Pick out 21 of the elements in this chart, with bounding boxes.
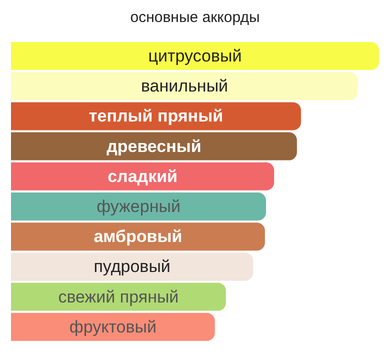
y-tick-label: ванильный [140,76,228,96]
y-tick-label: фруктовый [69,317,157,336]
bar [11,72,358,100]
y-tick-label: сладкий [108,166,178,186]
chart-title: основные аккорды [129,9,261,26]
bar [11,42,379,70]
y-tick-label: амбровый [94,227,182,246]
y-tick-label: цитрусовый [148,46,242,66]
y-tick-label: фужерный [96,197,180,216]
bar [11,192,266,220]
bar [11,222,265,251]
bar [11,282,226,311]
bar [11,162,274,190]
bar [11,132,297,160]
y-tick-label: древесный [106,136,202,156]
bar [11,102,301,130]
y-tick-label: теплый пряный [88,106,224,126]
bar [11,312,215,341]
bar [11,252,254,281]
y-tick-label: пудровый [94,257,170,276]
y-tick-label: свежий пряный [58,287,179,306]
